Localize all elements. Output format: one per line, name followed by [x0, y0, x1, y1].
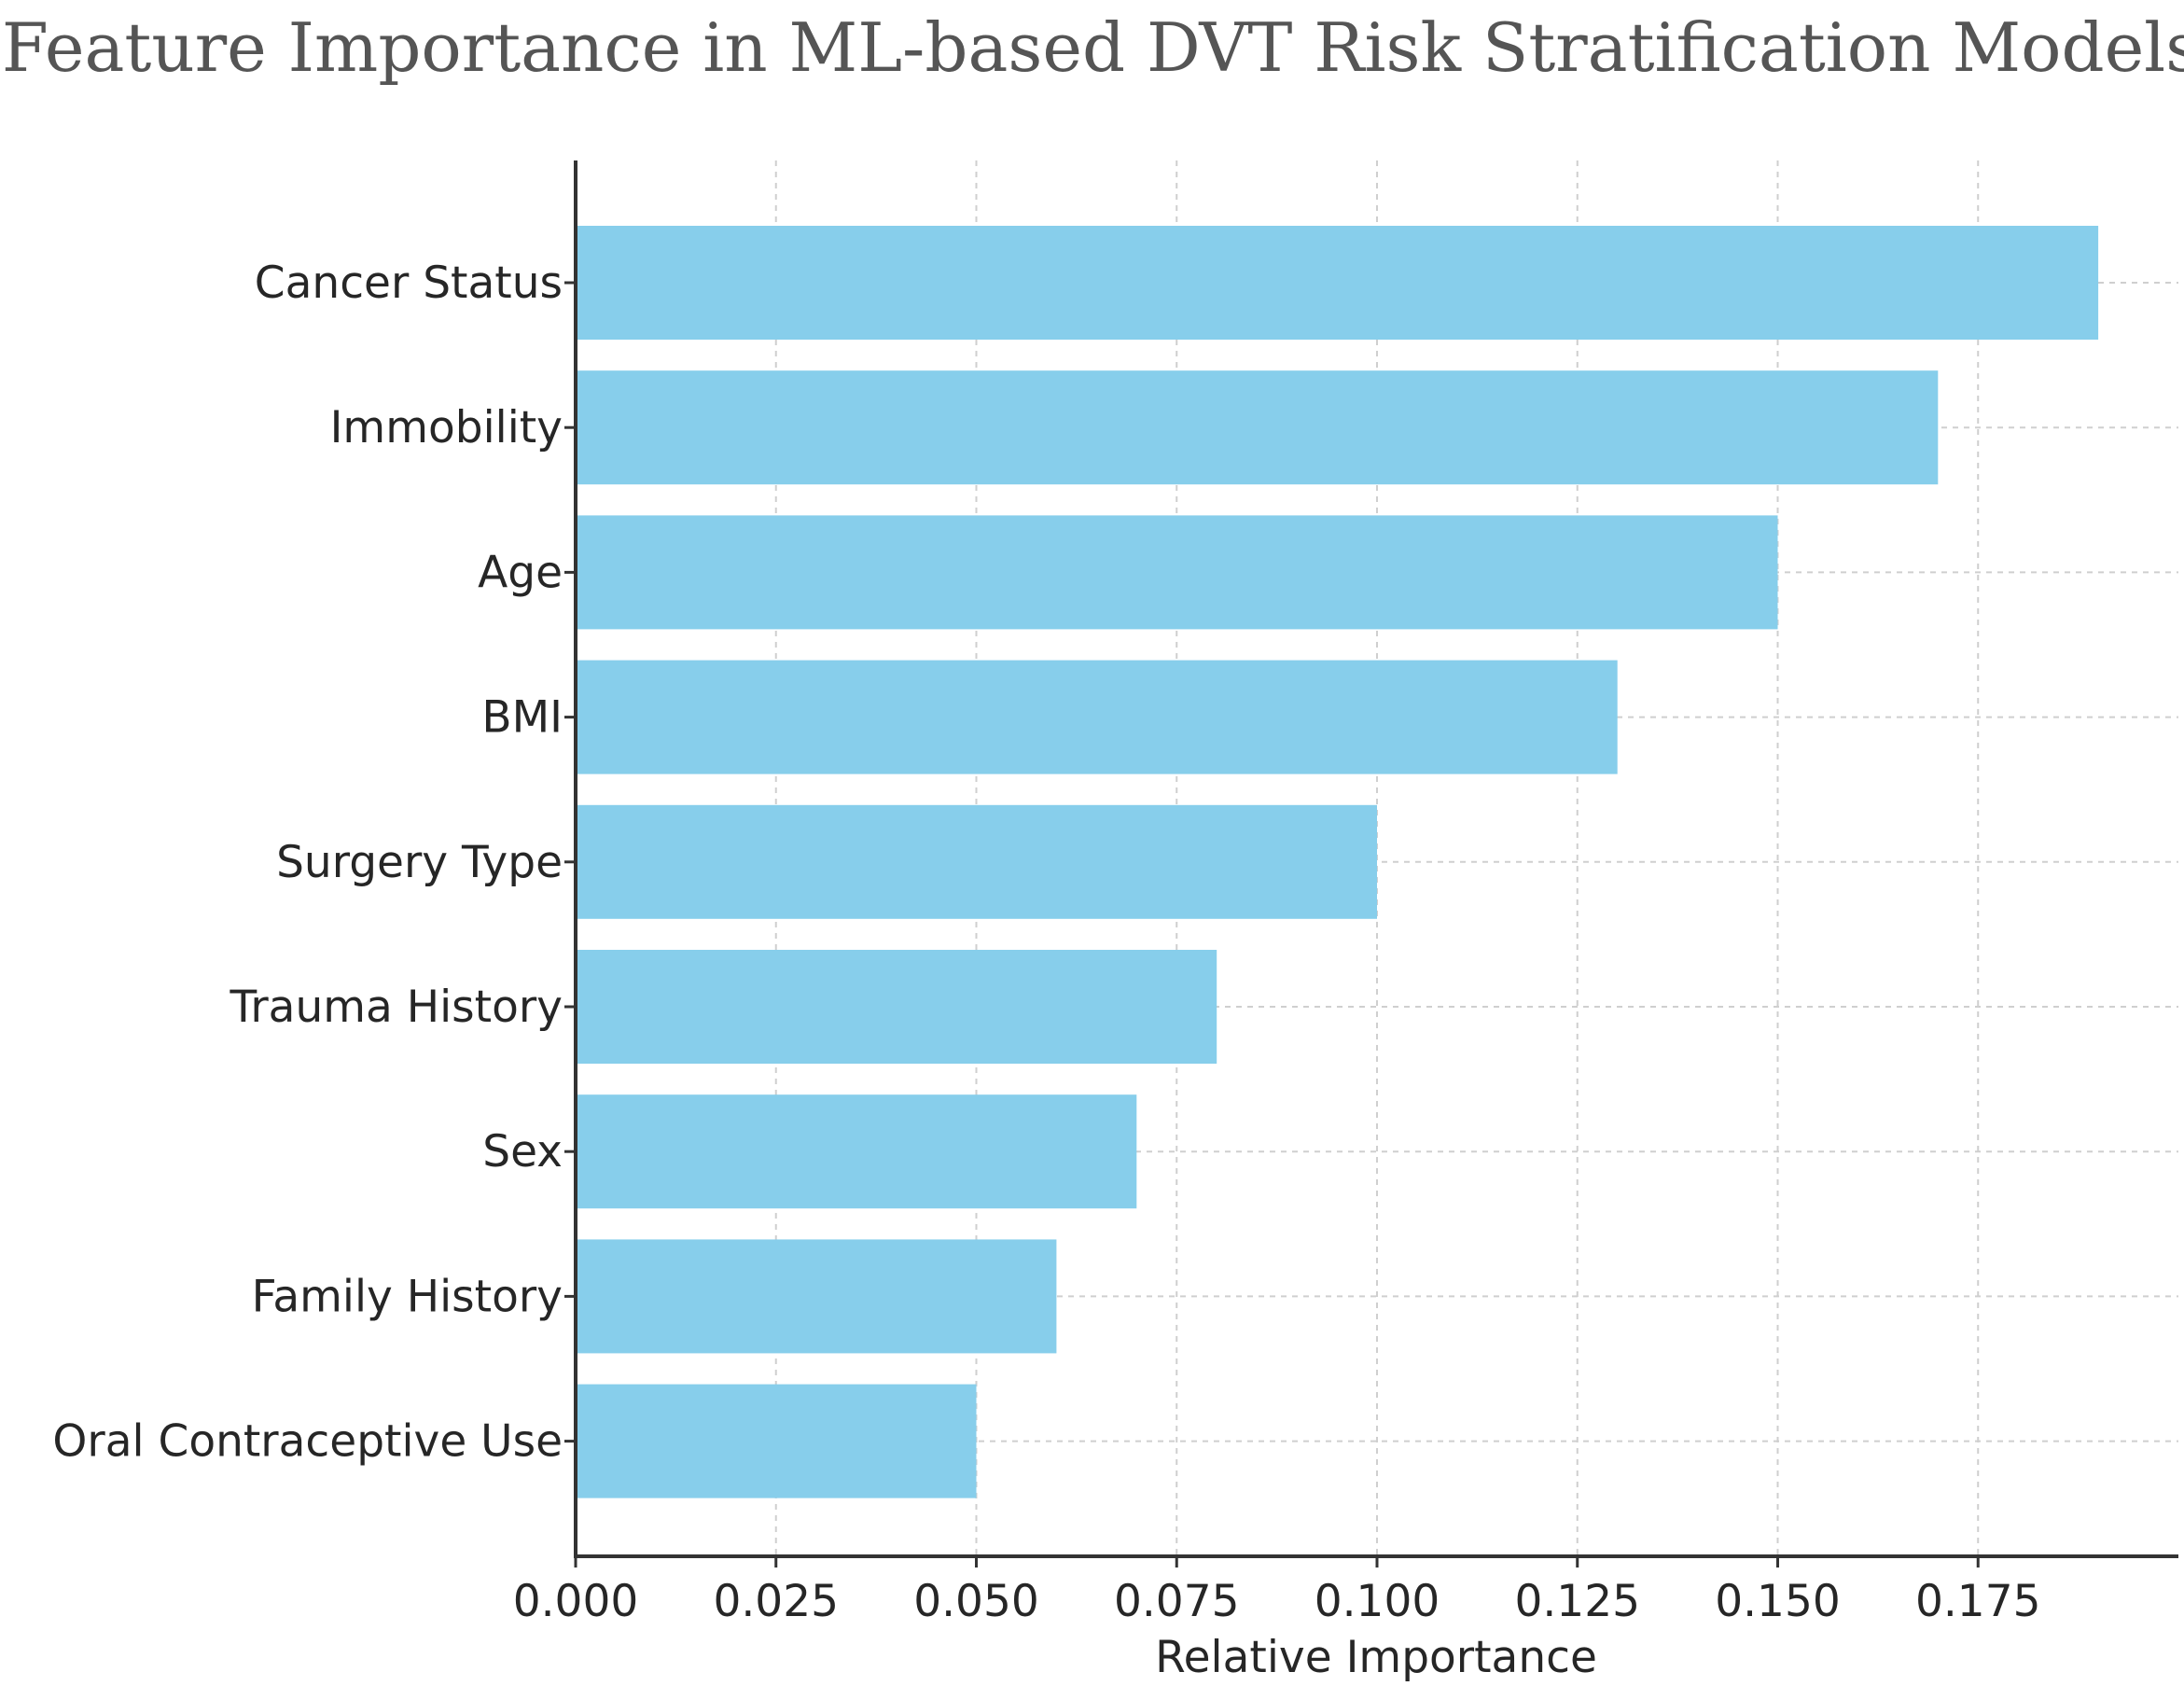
bar-surgery-type [576, 804, 1377, 919]
y-tick-label: Cancer Status [255, 258, 563, 309]
axis-layer [564, 160, 2178, 1568]
bar-immobility [576, 370, 1939, 485]
x-tick-label: 0.075 [1114, 1576, 1240, 1627]
y-tick-label: Trauma History [230, 982, 563, 1033]
bar-bmi [576, 660, 1618, 774]
bar-oral-contraceptive-use [576, 1384, 977, 1498]
label-layer: 0.000 0.025 0.050 0.075 0.100 0.125 0.150 0.175… [52, 258, 2040, 1627]
bar-sex [576, 1094, 1137, 1209]
x-tick-label: 0.000 [513, 1576, 639, 1627]
x-axis-label: Relative Importance [1155, 1632, 1597, 1683]
y-tick-label: BMI [481, 692, 563, 744]
x-tick-label: 0.150 [1715, 1576, 1841, 1627]
y-tick-label: Surgery Type [276, 837, 563, 888]
x-tick-label: 0.125 [1514, 1576, 1640, 1627]
bar-family-history [576, 1239, 1057, 1354]
y-tick-label: Sex [482, 1126, 563, 1177]
x-tick-label: 0.175 [1915, 1576, 2041, 1627]
y-tick-label: Immobility [330, 402, 563, 453]
x-tick-label: 0.100 [1315, 1576, 1440, 1627]
bar-trauma-history [576, 950, 1217, 1064]
y-tick-label: Oral Contraceptive Use [52, 1416, 563, 1468]
x-tick-label: 0.050 [913, 1576, 1039, 1627]
y-tick-label: Age [478, 547, 563, 598]
bar-age [576, 515, 1778, 630]
bar-layer [576, 226, 2099, 1498]
bar-cancer-status [576, 226, 2099, 340]
chart-title: Feature Importance in ML-based DVT Risk … [2, 8, 2184, 87]
x-tick-label: 0.025 [713, 1576, 839, 1627]
y-tick-label: Family History [252, 1271, 563, 1322]
